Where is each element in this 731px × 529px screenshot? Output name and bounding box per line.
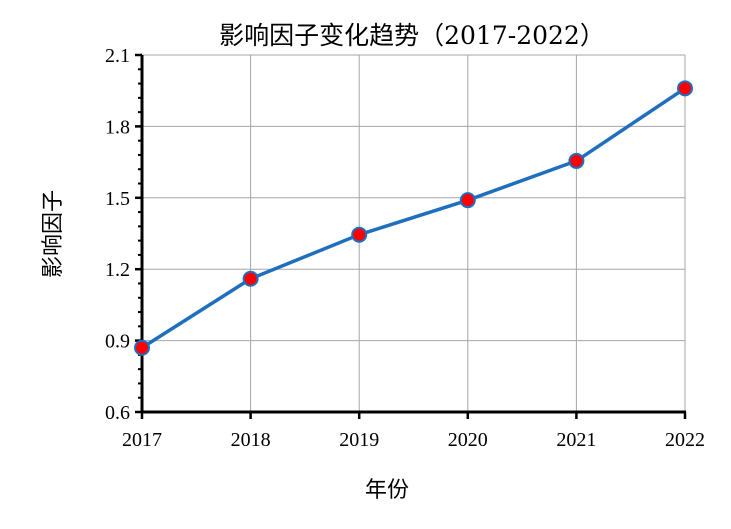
x-tick-label: 2017 (122, 429, 162, 451)
data-point (568, 152, 585, 169)
x-tick-label: 2020 (448, 429, 488, 451)
x-axis-title: 年份 (365, 478, 409, 503)
y-axis-title: 影响因子 (41, 190, 66, 278)
y-tick-label: 0.9 (105, 331, 130, 353)
data-point (242, 270, 259, 287)
chart-title: 影响因子变化趋势（2017-2022） (219, 21, 605, 50)
y-tick-label: 2.1 (105, 45, 130, 67)
tick-labels: 0.6 0.9 1.2 1.5 1.8 2.1 2017 2018 2019 2020 2021 20… (105, 45, 705, 451)
x-tick-label: 2022 (665, 429, 705, 451)
data-point (459, 192, 476, 209)
data-point (351, 226, 368, 243)
x-tick-label: 2018 (231, 429, 271, 451)
series-line (141, 86, 686, 350)
y-tick-label: 1.8 (105, 116, 130, 138)
data-point (134, 339, 150, 356)
y-tick-label: 1.2 (105, 259, 130, 281)
grid-lines (142, 54, 686, 412)
data-series (134, 80, 693, 356)
data-point (677, 80, 693, 97)
y-tick-label: 1.5 (105, 188, 130, 210)
y-tick-label: 0.6 (105, 402, 130, 424)
x-tick-label: 2021 (556, 429, 596, 451)
x-tick-label: 2019 (339, 429, 379, 451)
